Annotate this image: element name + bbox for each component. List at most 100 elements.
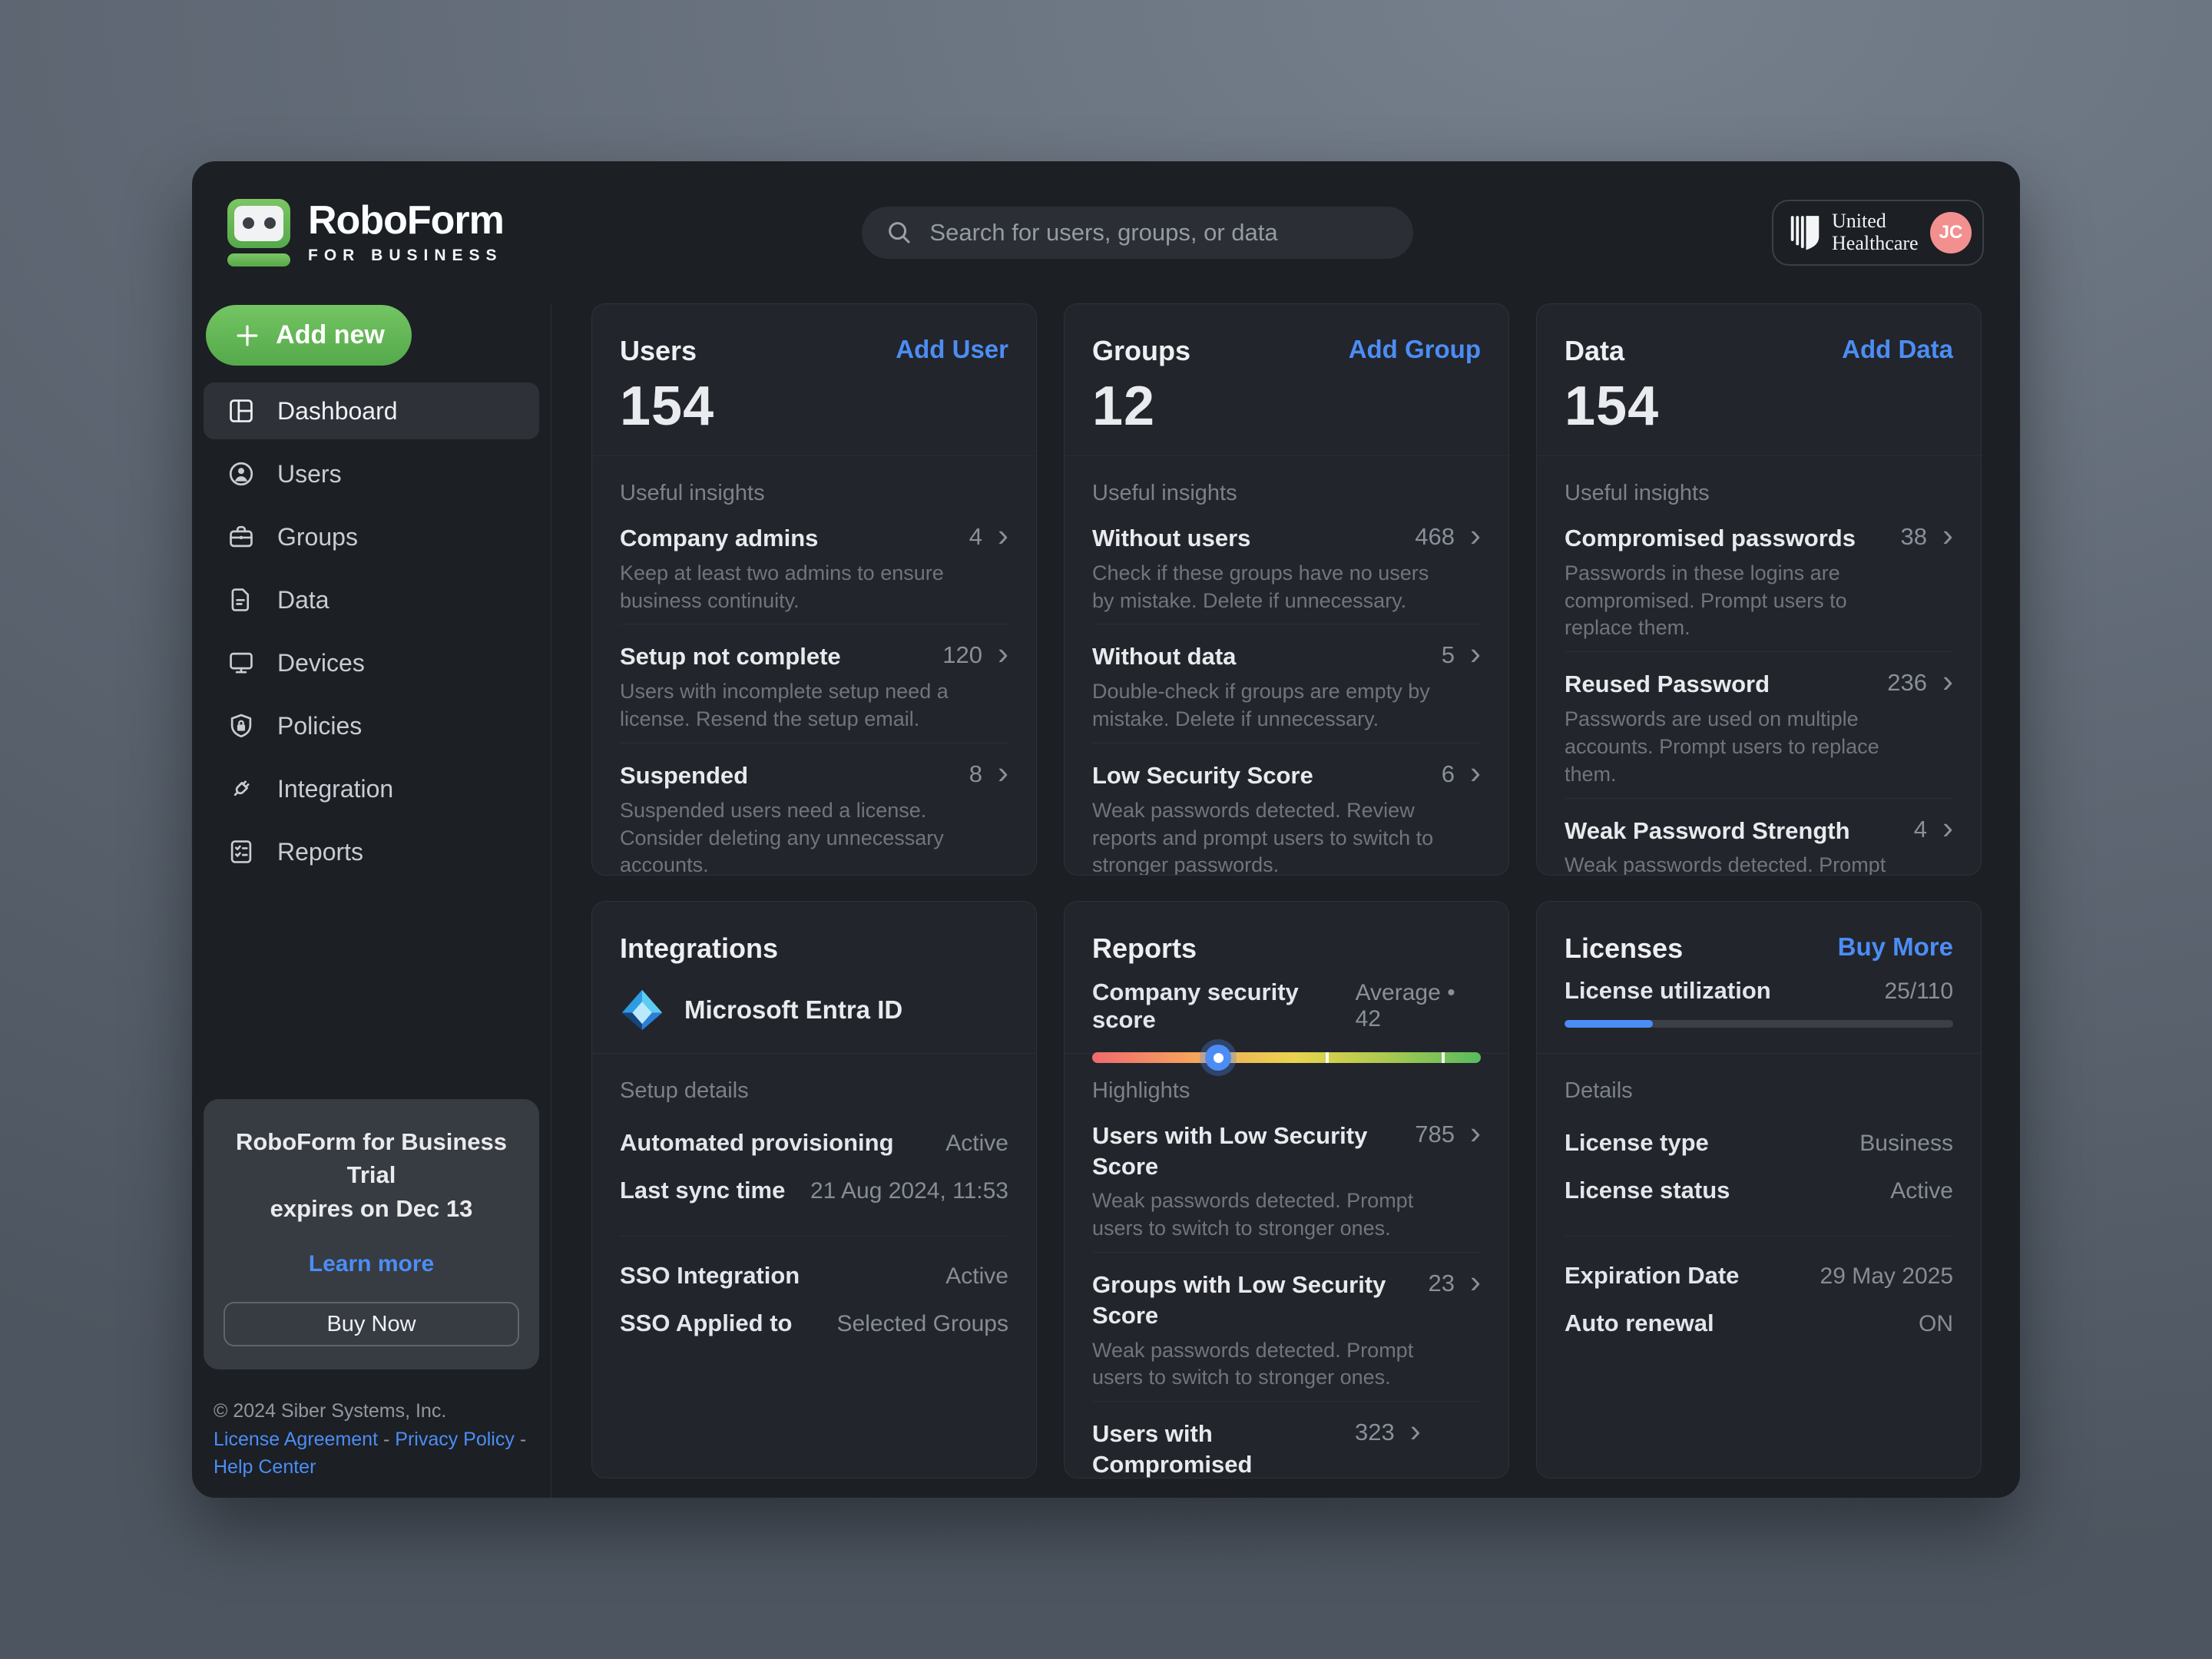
dashboard-icon — [230, 399, 253, 422]
sidebar-item-policies[interactable]: Policies — [204, 697, 539, 754]
insight-users-compromised[interactable]: Users with Compromised Passwords 323 › C… — [1092, 1401, 1481, 1478]
company-name: United Healthcare — [1832, 210, 1919, 254]
global-search[interactable] — [862, 206, 1414, 259]
security-score-label: Company security score — [1092, 979, 1299, 1033]
insights-label: Useful insights — [620, 481, 765, 505]
users-card: Users Add User 154 Useful insights Compa… — [591, 303, 1037, 876]
insight-setup-not-complete[interactable]: Setup not complete 120 › Users with inco… — [620, 624, 1008, 742]
trial-title: RoboForm for Business Trial expires on D… — [235, 1128, 508, 1222]
chevron-right-icon[interactable]: › — [998, 635, 1008, 672]
insight-groups-low-security[interactable]: Groups with Low Security Score 23 › Weak… — [1092, 1252, 1481, 1401]
data-count: 154 — [1565, 376, 1660, 437]
sidebar-item-devices[interactable]: Devices — [204, 634, 539, 691]
insight-without-users[interactable]: Without users 468 › Check if these group… — [1092, 517, 1481, 612]
reports-card-title: Reports — [1092, 932, 1197, 964]
kv-license-type: License type Business — [1565, 1129, 1953, 1156]
licenses-card: Licenses Buy More License utilization 25… — [1536, 901, 1982, 1479]
insights-label: Useful insights — [1565, 481, 1710, 505]
user-avatar[interactable]: JC — [1930, 211, 1972, 253]
groups-card-title: Groups — [1092, 335, 1191, 366]
briefcase-icon — [230, 525, 253, 548]
insight-users-low-security[interactable]: Users with Low Security Score 785 › Weak… — [1092, 1114, 1481, 1240]
chevron-right-icon[interactable]: › — [1942, 809, 1953, 846]
chevron-right-icon[interactable]: › — [1409, 1412, 1421, 1449]
sidebar-item-reports[interactable]: Reports — [204, 823, 539, 880]
insight-compromised-passwords[interactable]: Compromised passwords 38 › Passwords in … — [1565, 517, 1953, 640]
roboform-logo: RoboForm FOR BUSINESS — [227, 197, 505, 267]
insight-weak-password-strength[interactable]: Weak Password Strength 4 › Weak password… — [1565, 797, 1953, 875]
chevron-right-icon[interactable]: › — [1470, 1114, 1481, 1151]
users-card-title: Users — [620, 335, 697, 366]
sidebar-item-integration[interactable]: Integration — [204, 760, 539, 817]
checklist-icon — [230, 840, 252, 863]
chevron-right-icon[interactable]: › — [1470, 753, 1481, 790]
top-bar: RoboForm FOR BUSINESS United Healthcare — [192, 161, 2020, 303]
slider-tick — [1325, 1052, 1329, 1063]
sidebar-footer: © 2024 Siber Systems, Inc. License Agree… — [214, 1397, 545, 1481]
chevron-right-icon[interactable]: › — [1942, 663, 1953, 700]
insight-low-security-score[interactable]: Low Security Score 6 › Weak passwords de… — [1092, 742, 1481, 875]
groups-card: Groups Add Group 12 Useful insights With… — [1064, 303, 1509, 876]
kv-expiration-date: Expiration Date 29 May 2025 — [1565, 1262, 1953, 1289]
user-circle-icon — [229, 462, 253, 486]
sidebar-item-dashboard[interactable]: Dashboard — [204, 382, 539, 439]
chevron-right-icon[interactable]: › — [998, 517, 1008, 553]
sidebar-item-users[interactable]: Users — [204, 445, 539, 502]
search-icon — [889, 221, 910, 243]
licenses-card-title: Licenses — [1565, 932, 1684, 964]
insight-reused-password[interactable]: Reused Password 236 › Passwords are used… — [1565, 651, 1953, 797]
data-card: Data Add Data 154 Useful insights Compro… — [1536, 303, 1982, 876]
brand-name: RoboForm — [308, 197, 505, 243]
app-window: RoboForm FOR BUSINESS United Healthcare — [192, 161, 2020, 1498]
license-utilization-label: License utilization — [1565, 977, 1771, 1004]
chevron-right-icon[interactable]: › — [998, 753, 1008, 790]
license-agreement-link[interactable]: License Agreement — [214, 1428, 379, 1450]
copyright: © 2024 Siber Systems, Inc. — [214, 1400, 447, 1422]
chevron-right-icon[interactable]: › — [1470, 517, 1481, 553]
sidebar-item-groups[interactable]: Groups — [204, 508, 539, 565]
data-card-title: Data — [1565, 335, 1625, 366]
reports-card: Reports Company security score Average •… — [1064, 901, 1509, 1479]
integrations-card: Integrations Microsoft Entra ID Setup de… — [591, 901, 1037, 1479]
plus-icon — [237, 325, 258, 346]
chevron-right-icon[interactable]: › — [1942, 517, 1953, 553]
roboform-robot-icon — [227, 198, 291, 267]
trial-banner: RoboForm for Business Trial expires on D… — [204, 1099, 539, 1370]
monitor-icon — [230, 652, 253, 674]
sidebar-item-data[interactable]: Data — [204, 571, 539, 628]
integrations-card-title: Integrations — [620, 932, 779, 964]
provider-name: Microsoft Entra ID — [684, 995, 903, 1024]
add-user-link[interactable]: Add User — [896, 335, 1008, 363]
kv-auto-renewal: Auto renewal ON — [1565, 1310, 1953, 1336]
kv-license-status: License status Active — [1565, 1177, 1953, 1204]
add-data-link[interactable]: Add Data — [1842, 335, 1953, 363]
account-chip[interactable]: United Healthcare JC — [1772, 199, 1984, 266]
groups-count: 12 — [1092, 376, 1156, 437]
help-center-link[interactable]: Help Center — [214, 1455, 316, 1478]
learn-more-link[interactable]: Learn more — [308, 1251, 435, 1277]
buy-now-button[interactable]: Buy Now — [224, 1302, 519, 1347]
chevron-right-icon[interactable]: › — [1470, 635, 1481, 672]
security-score-slider — [1092, 1045, 1481, 1071]
document-icon — [231, 588, 250, 611]
add-new-button[interactable]: Add new — [206, 305, 412, 366]
license-utilization-bar — [1565, 1020, 1953, 1028]
add-group-link[interactable]: Add Group — [1348, 335, 1481, 363]
search-input[interactable] — [929, 218, 1391, 247]
slider-thumb[interactable] — [1205, 1045, 1232, 1071]
details-label: Details — [1565, 1078, 1633, 1103]
insight-suspended[interactable]: Suspended 8 › Suspended users need a lic… — [620, 742, 1008, 875]
highlights-label: Highlights — [1092, 1078, 1190, 1103]
kv-last-sync-time: Last sync time 21 Aug 2024, 11:53 — [620, 1177, 1008, 1204]
users-count: 154 — [620, 376, 715, 437]
buy-more-link[interactable]: Buy More — [1837, 932, 1953, 961]
insight-company-admins[interactable]: Company admins 4 › Keep at least two adm… — [620, 517, 1008, 612]
privacy-policy-link[interactable]: Privacy Policy — [395, 1428, 515, 1450]
dashboard-grid: Users Add User 154 Useful insights Compa… — [551, 303, 2020, 1498]
chevron-right-icon[interactable]: › — [1470, 1263, 1481, 1300]
kv-sso-integration: SSO Integration Active — [620, 1262, 1008, 1289]
microsoft-entra-id-icon — [621, 989, 663, 1031]
insight-without-data[interactable]: Without data 5 › Double-check if groups … — [1092, 624, 1481, 742]
united-healthcare-shield-icon — [1790, 215, 1820, 250]
status-value: Active — [1890, 1178, 1953, 1204]
